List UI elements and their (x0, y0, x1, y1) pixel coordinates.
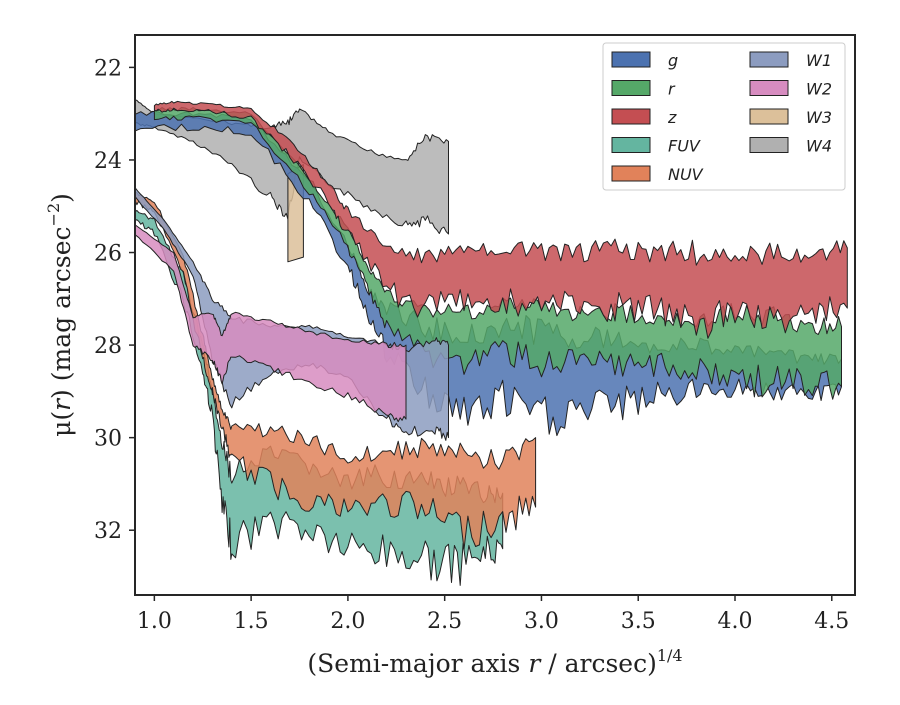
y-tick-label: 24 (94, 149, 122, 174)
y-label-var: r (47, 397, 76, 411)
x-tick-label: 4.0 (718, 609, 753, 634)
legend-swatch-r (611, 80, 651, 96)
legend-swatch-nuv (611, 165, 651, 182)
y-tick-label: 32 (94, 519, 122, 544)
x-label-mid: / arcsec) (540, 649, 657, 678)
legend-label-fuv: FUV (668, 137, 701, 156)
x-ticks: 1.0 1.5 2.0 2.5 3.0 3.5 4.0 4.5 (137, 595, 849, 634)
y-label-end: ) (47, 193, 76, 203)
legend-label-r: r (668, 80, 676, 99)
legend-swatch-w4 (749, 137, 789, 153)
legend-swatch-w1 (749, 51, 789, 68)
legend-swatch-w2 (749, 80, 789, 96)
band-w2 (135, 224, 407, 423)
series-layer (135, 99, 848, 586)
x-label-main: (Semi-major axis (307, 649, 528, 678)
x-axis-label: (Semi-major axis r / arcsec)1/4 (307, 646, 682, 678)
legend-swatch-fuv (611, 137, 651, 153)
y-label-mid: ) (mag arcsec (47, 226, 76, 399)
band-nuv (135, 191, 537, 550)
y-tick-label: 30 (94, 427, 122, 452)
band-z (153, 100, 848, 339)
band-r (153, 106, 842, 400)
legend-label-w2: W2 (806, 80, 832, 99)
legend-label-g: g (668, 51, 678, 70)
legend-label-w1: W1 (806, 51, 832, 70)
legend-label-nuv: NUV (668, 165, 704, 184)
plot-frame (134, 34, 856, 596)
y-label-sup: −2 (44, 203, 63, 227)
y-tick-label: 22 (94, 56, 122, 81)
legend-label-w4: W4 (806, 137, 832, 156)
x-tick-label: 2.5 (427, 609, 462, 634)
x-tick-label: 3.0 (524, 609, 559, 634)
legend-label-w3: W3 (806, 108, 832, 127)
x-label-sup: 1/4 (657, 646, 683, 665)
legend-swatch-g (611, 51, 651, 68)
y-label-main: μ( (47, 411, 76, 437)
legend-label-z: z (667, 108, 677, 127)
x-tick-label: 2.0 (330, 609, 365, 634)
x-tick-label: 1.5 (234, 609, 269, 634)
x-label-var: r (528, 649, 542, 678)
legend: grz FUV NUV W1 W2 W3 W4 (602, 42, 846, 191)
y-tick-label: 28 (94, 334, 122, 359)
x-tick-label: 3.5 (621, 609, 656, 634)
x-tick-label: 4.5 (814, 609, 849, 634)
x-tick-label: 1.0 (137, 609, 172, 634)
y-axis-label: μ(r) (mag arcsec−2) (44, 193, 76, 437)
legend-swatch-z (611, 108, 651, 125)
legend-frame (602, 42, 846, 191)
y-ticks: 22 24 26 28 30 32 (94, 56, 135, 544)
y-tick-label: 26 (94, 242, 122, 267)
legend-swatch-w3 (749, 108, 789, 125)
